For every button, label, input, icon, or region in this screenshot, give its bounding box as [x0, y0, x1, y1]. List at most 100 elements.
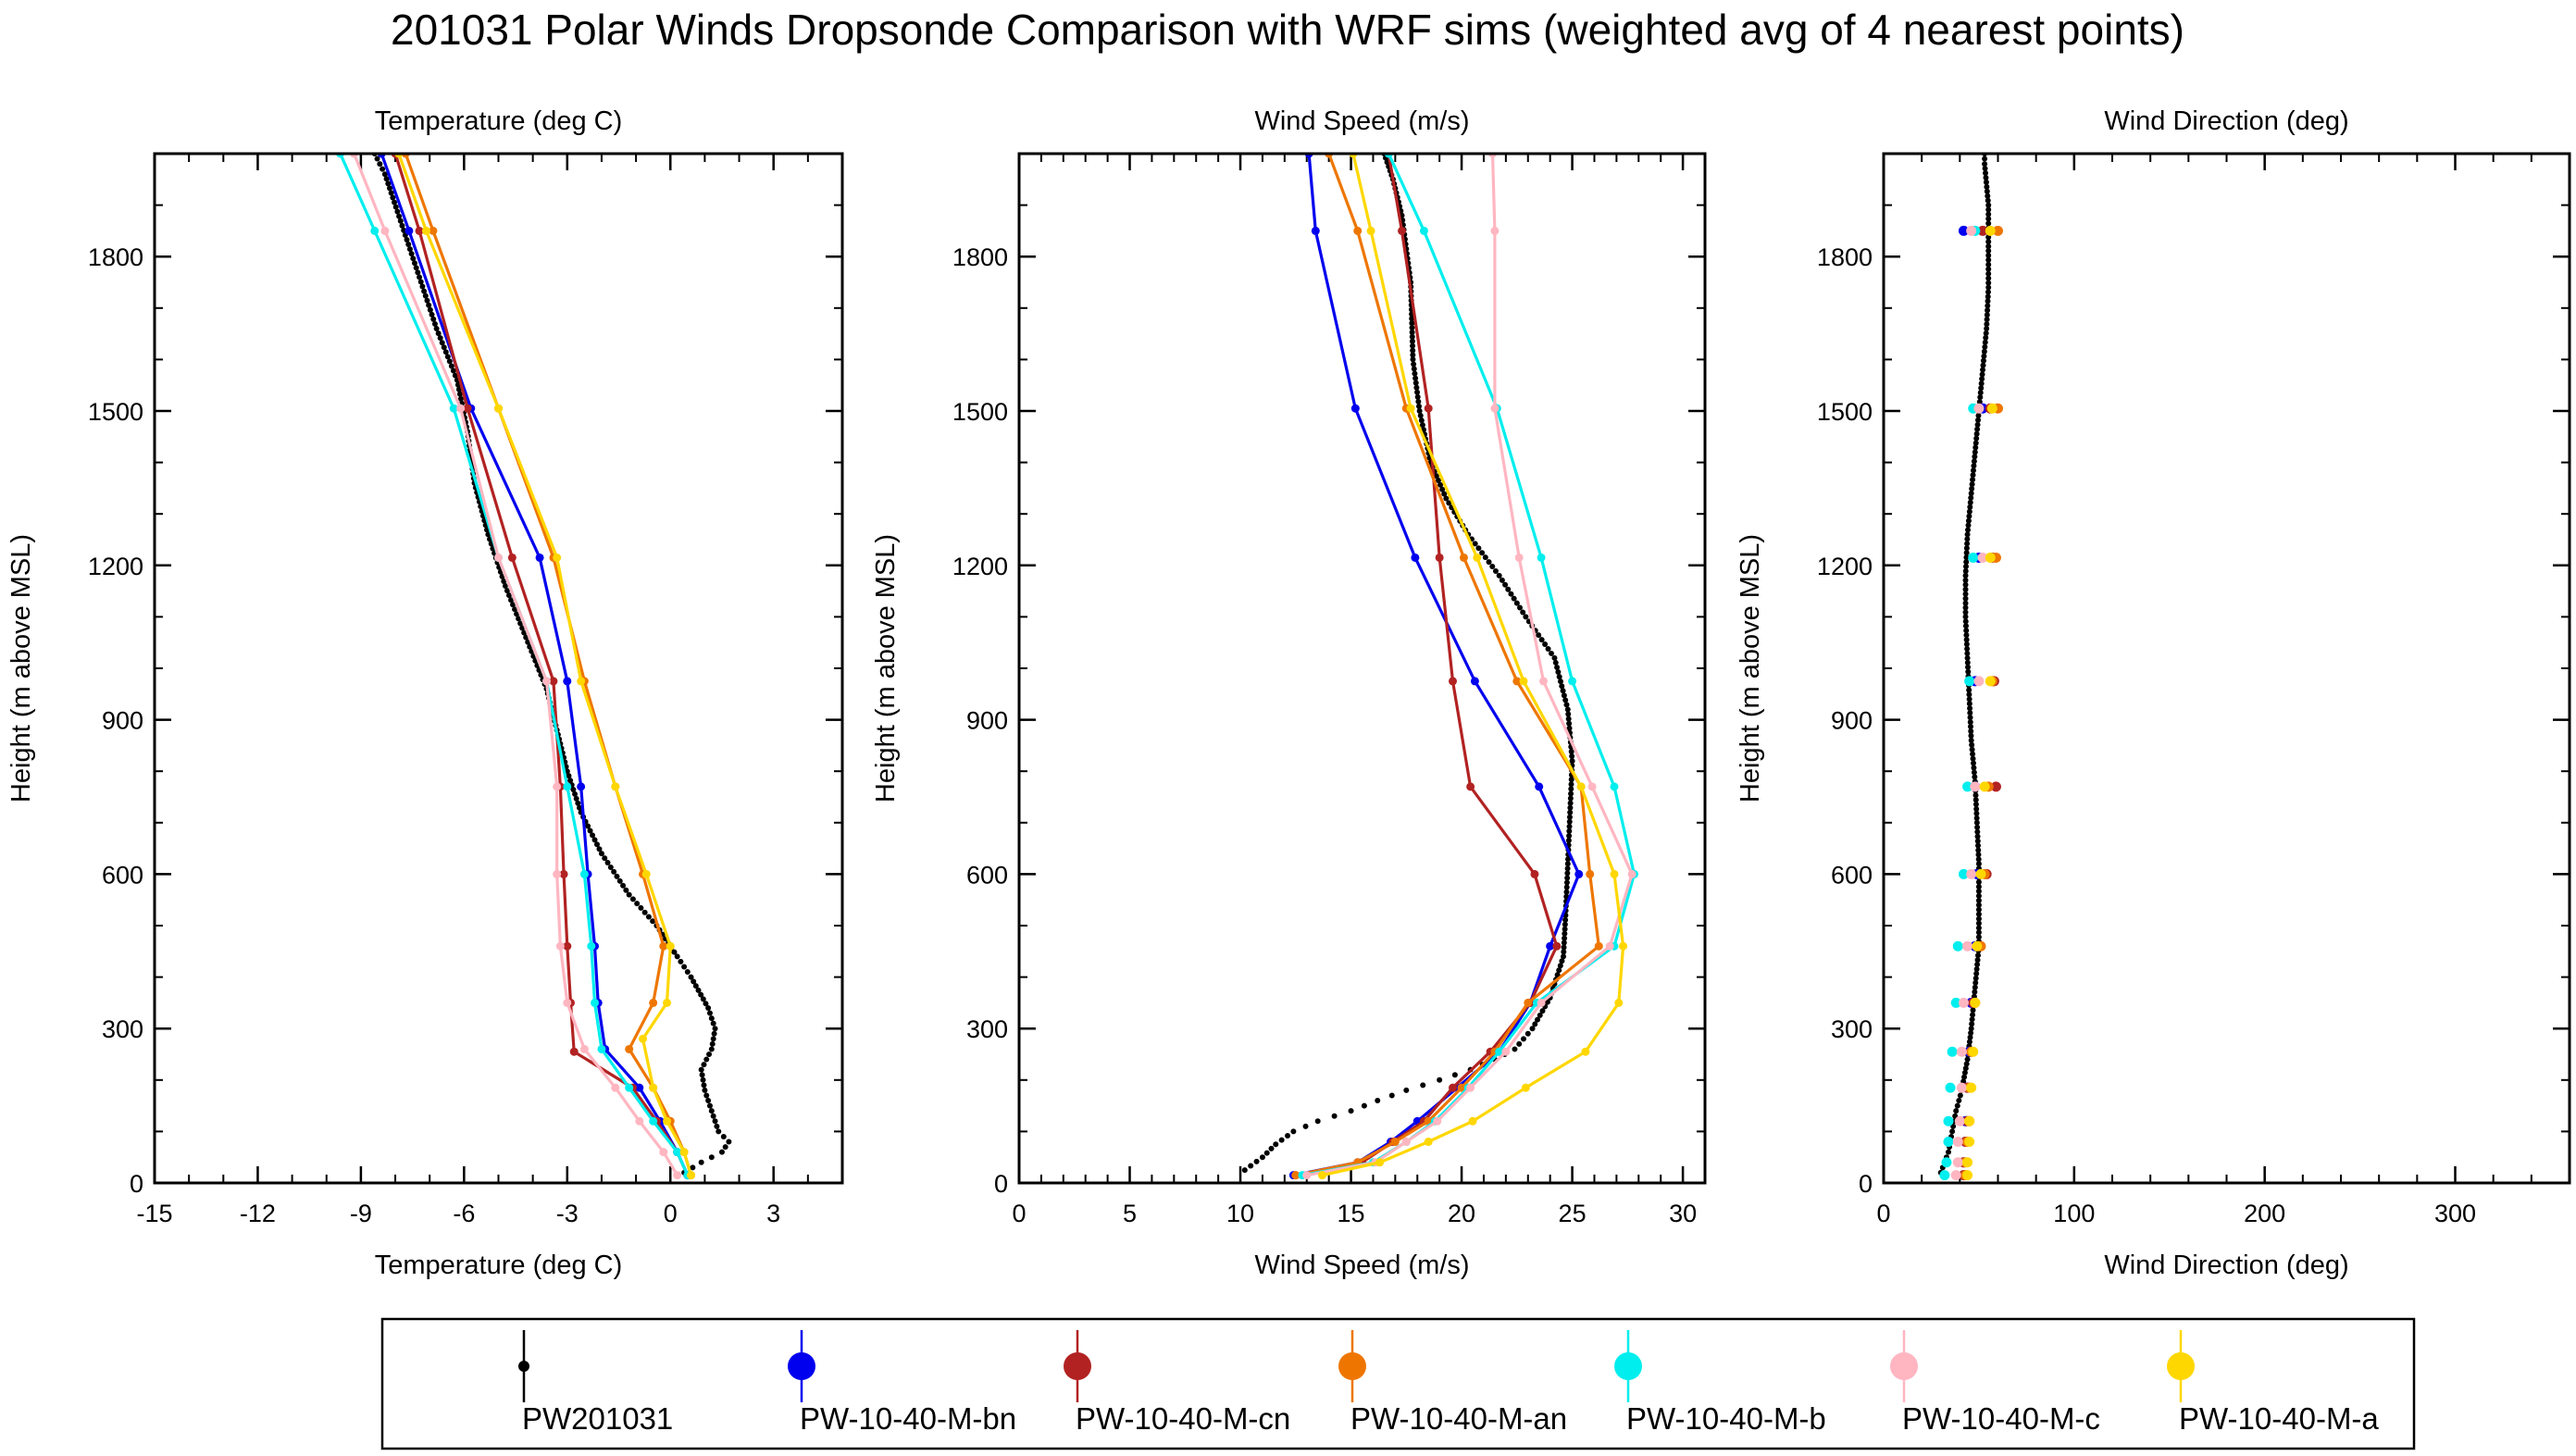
y-tick-label: 1800 — [1817, 243, 1873, 271]
data-point — [1505, 587, 1511, 592]
data-point — [608, 865, 614, 870]
data-point — [1415, 399, 1421, 404]
y-tick-label: 900 — [966, 707, 1008, 735]
data-point — [611, 1084, 619, 1092]
data-point — [638, 905, 643, 911]
data-point — [1962, 1170, 1972, 1180]
y-tick-label: 600 — [966, 861, 1008, 889]
data-point — [1501, 1048, 1510, 1056]
x-tick-label: 300 — [2434, 1200, 2476, 1227]
y-tick-label: 0 — [1859, 1170, 1873, 1198]
data-point — [701, 1082, 706, 1088]
data-point — [702, 1088, 707, 1093]
data-point — [1586, 870, 1594, 878]
data-point — [1473, 554, 1481, 562]
data-point — [1264, 1151, 1270, 1156]
x-tick-label: -9 — [350, 1200, 372, 1227]
data-point — [1628, 870, 1636, 878]
data-point — [1982, 156, 1987, 162]
data-point — [1466, 1084, 1475, 1092]
x-tick-label: 3 — [766, 1200, 780, 1227]
data-point — [1375, 1098, 1380, 1103]
data-point — [1520, 609, 1525, 615]
legend-label: PW-10-40-M-an — [1350, 1401, 1567, 1436]
data-point — [1312, 227, 1320, 235]
data-point — [1367, 227, 1375, 235]
data-point — [1536, 632, 1541, 638]
x-tick-label: 15 — [1338, 1200, 1365, 1227]
data-point — [1412, 367, 1417, 372]
data-point — [1966, 869, 1976, 879]
data-point — [404, 227, 413, 235]
data-point — [1549, 651, 1554, 656]
data-point — [602, 855, 607, 861]
x-tick-label: 25 — [1559, 1200, 1587, 1227]
x-tick-label: -6 — [453, 1200, 475, 1227]
legend-marker — [518, 1361, 529, 1372]
data-point — [1964, 1137, 1974, 1147]
panel-title: Wind Direction (deg) — [2104, 106, 2348, 136]
data-point — [1551, 655, 1557, 661]
data-point — [563, 782, 571, 790]
data-point — [1420, 1082, 1425, 1088]
data-point — [1254, 1159, 1260, 1164]
data-point — [1351, 404, 1360, 413]
y-tick-label: 1800 — [88, 243, 143, 271]
data-point — [1595, 942, 1603, 951]
data-point — [1315, 1118, 1321, 1124]
data-point — [678, 959, 683, 964]
data-point — [1970, 998, 1980, 1008]
data-point — [716, 1128, 721, 1134]
data-point — [1279, 1138, 1285, 1143]
data-point — [1414, 390, 1420, 395]
data-point — [1332, 1114, 1338, 1119]
legend-label: PW-10-40-M-a — [2179, 1401, 2379, 1436]
data-point — [553, 554, 561, 562]
x-tick-label: -15 — [136, 1200, 172, 1227]
data-point — [1973, 404, 1984, 414]
data-point — [707, 1011, 713, 1016]
data-point — [1577, 782, 1586, 790]
data-point — [1943, 1137, 1953, 1147]
data-point — [1502, 582, 1508, 588]
data-point — [1437, 1077, 1442, 1083]
data-point — [673, 1171, 681, 1179]
data-point — [1985, 553, 1996, 563]
data-point — [422, 227, 430, 235]
data-point — [1268, 1146, 1274, 1151]
y-axis-label: Height (m above MSL) — [871, 534, 901, 803]
data-point — [625, 1084, 633, 1092]
data-point — [605, 860, 611, 865]
data-point — [1975, 869, 1985, 879]
data-point — [456, 404, 465, 413]
data-point — [1403, 1088, 1409, 1093]
data-point — [1972, 941, 1982, 952]
data-point — [1436, 554, 1444, 562]
y-tick-label: 300 — [966, 1015, 1008, 1043]
data-point — [1962, 1157, 1972, 1167]
x-tick-label: 0 — [1876, 1200, 1890, 1227]
data-point — [1433, 1117, 1441, 1126]
data-point — [699, 1067, 704, 1073]
data-point — [1968, 553, 1978, 563]
data-point — [1517, 605, 1523, 611]
data-point — [1574, 870, 1583, 878]
data-point — [1958, 1092, 1963, 1098]
data-point — [1469, 1117, 1477, 1126]
data-point — [1557, 674, 1562, 679]
data-point — [1955, 1103, 1960, 1109]
data-point — [563, 677, 571, 685]
data-point — [1362, 1103, 1367, 1109]
data-point — [1957, 1083, 1967, 1093]
data-point — [689, 975, 694, 980]
data-point — [1606, 942, 1614, 951]
data-point — [709, 1108, 715, 1114]
data-point — [709, 1046, 715, 1052]
data-point — [1515, 554, 1524, 562]
data-point — [591, 999, 599, 1007]
x-tick-label: 5 — [1123, 1200, 1137, 1227]
data-point — [1948, 1047, 1958, 1057]
data-point — [1542, 641, 1548, 647]
panel-title: Wind Speed (m/s) — [1254, 106, 1469, 136]
data-point — [1412, 376, 1418, 381]
